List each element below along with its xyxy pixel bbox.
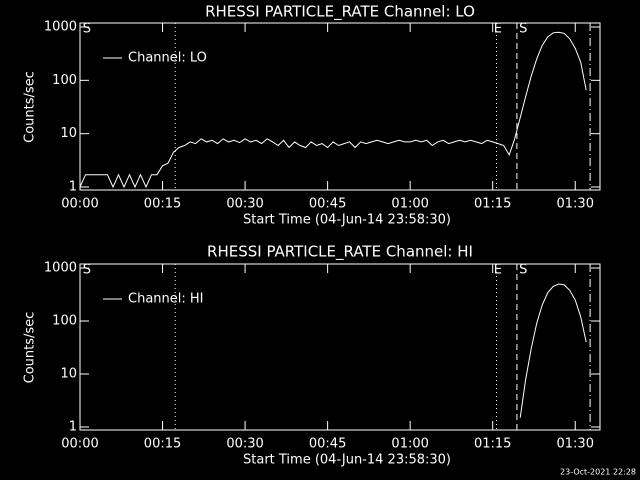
legend-label: Channel: HI bbox=[128, 292, 204, 307]
annotation: E bbox=[494, 263, 502, 278]
x-tick-label: 00:30 bbox=[226, 437, 263, 452]
plot-frame bbox=[79, 22, 601, 191]
data-line bbox=[79, 31, 587, 189]
x-tick-label: 00:45 bbox=[309, 437, 346, 452]
x-tick-label: 01:15 bbox=[474, 437, 511, 452]
x-tick-label: 00:00 bbox=[61, 197, 98, 212]
y-tick-label: 1000 bbox=[44, 261, 77, 276]
y-axis-label: Counts/sec bbox=[23, 312, 38, 384]
chart-title: RHESSI PARTICLE_RATE Channel: HI bbox=[207, 243, 473, 262]
x-tick-label: 01:30 bbox=[557, 437, 594, 452]
y-tick-label: 10 bbox=[60, 367, 77, 382]
y-tick-label: 10 bbox=[60, 126, 77, 141]
x-tick-label: 01:30 bbox=[557, 197, 594, 212]
y-axis-label: Counts/sec bbox=[23, 71, 38, 143]
y-tick-label: 1 bbox=[69, 420, 77, 435]
plot-frame bbox=[79, 263, 601, 431]
x-tick-label: 01:00 bbox=[391, 437, 428, 452]
x-tick-label: 00:15 bbox=[144, 437, 181, 452]
annotation: S bbox=[519, 263, 527, 278]
y-tick-label: 1 bbox=[69, 180, 77, 195]
legend-label: Channel: LO bbox=[128, 51, 207, 66]
annotation: S bbox=[83, 22, 91, 37]
footer: 23-Oct-2021 22:28 bbox=[560, 468, 636, 477]
x-axis-label: Start Time (04-Jun-14 23:58:30) bbox=[243, 213, 451, 228]
y-tick-label: 100 bbox=[52, 314, 77, 329]
y-tick-label: 1000 bbox=[44, 20, 77, 35]
x-tick-label: 00:45 bbox=[309, 197, 346, 212]
chart-title: RHESSI PARTICLE_RATE Channel: LO bbox=[205, 3, 475, 22]
x-tick-label: 01:00 bbox=[391, 197, 428, 212]
y-tick-label: 100 bbox=[52, 73, 77, 88]
x-tick-label: 00:30 bbox=[226, 197, 263, 212]
x-tick-label: 00:00 bbox=[61, 437, 98, 452]
x-tick-label: 00:15 bbox=[144, 197, 181, 212]
annotation: S bbox=[83, 263, 91, 278]
data-line bbox=[519, 283, 587, 418]
x-axis-label: Start Time (04-Jun-14 23:58:30) bbox=[243, 453, 451, 468]
annotation: S bbox=[519, 22, 527, 37]
annotation: E bbox=[494, 22, 502, 37]
x-tick-label: 01:15 bbox=[474, 197, 511, 212]
